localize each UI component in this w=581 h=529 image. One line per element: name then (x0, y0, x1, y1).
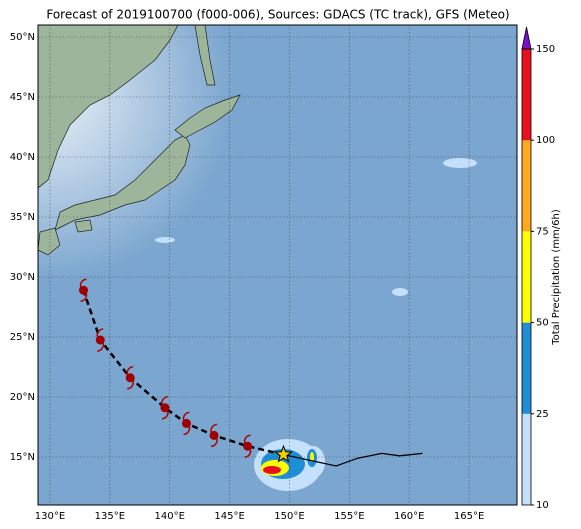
colorbar-frame (521, 48, 532, 506)
storm-center (160, 403, 170, 413)
storm-center (243, 441, 253, 451)
shikoku (74, 219, 93, 233)
storm-center (181, 418, 191, 428)
forecast-track (82, 289, 284, 456)
lat-tick-label: 50°N (10, 32, 35, 43)
lon-tick-label: 165°E (454, 511, 484, 522)
precip-area (392, 288, 408, 296)
mainland (38, 25, 179, 189)
lon-tick-label: 150°E (274, 511, 304, 522)
colorbar-segment (522, 140, 531, 232)
lon-tick-label: 130°E (35, 511, 65, 522)
land (38, 25, 241, 256)
hokkaido (174, 94, 241, 139)
lat-tick-label: 30°N (10, 272, 35, 283)
map-frame (37, 24, 518, 506)
colorbar-tick-label: 75 (536, 226, 549, 237)
colorbar-tick-label: 25 (536, 409, 549, 420)
coastal-halo (38, 25, 310, 340)
colorbar-extend (521, 26, 532, 50)
precip-area (263, 466, 281, 474)
colorbar-segment (522, 413, 531, 505)
current-position (274, 444, 293, 463)
colorbar-tick-label: 10 (536, 500, 549, 511)
lat-tick-label: 20°N (10, 392, 35, 403)
storm-center (209, 430, 219, 440)
storm-symbol (243, 434, 253, 458)
colorbar-segment (522, 231, 531, 323)
sakhalin (194, 25, 216, 86)
colorbar-tick-label: 50 (536, 318, 549, 329)
storm-symbol (209, 423, 219, 448)
lon-tick-label: 145°E (214, 511, 244, 522)
lon-tick-label: 135°E (95, 511, 125, 522)
colorbar-segment (522, 322, 531, 414)
lat-tick-label: 25°N (10, 332, 35, 343)
storm-symbol (160, 396, 170, 420)
lat-tick-label: 45°N (10, 92, 35, 103)
colorbar-segment (522, 49, 531, 141)
colorbar-tick-label: 100 (536, 135, 555, 146)
colorbar-tick-label: 150 (536, 44, 555, 55)
storm-center (79, 285, 89, 295)
precip-area (155, 237, 175, 243)
lat-tick-label: 40°N (10, 152, 35, 163)
storm-symbol (181, 411, 191, 436)
title: Forecast of 2019100700 (f000-006), Sourc… (46, 8, 509, 22)
storm-symbol (79, 278, 89, 302)
storm-symbol (125, 366, 135, 390)
storm-center (125, 373, 135, 383)
past-track (283, 452, 423, 467)
storm-symbol (95, 328, 105, 352)
colorbar-label: Total Precipitation (mm/6h) (551, 209, 562, 346)
map (38, 25, 517, 505)
lon-tick-label: 155°E (334, 511, 364, 522)
lat-tick-label: 15°N (10, 452, 35, 463)
lon-tick-label: 140°E (155, 511, 185, 522)
lat-tick-label: 35°N (10, 212, 35, 223)
storm-center (95, 335, 105, 345)
precip-area (443, 158, 477, 168)
lon-tick-label: 160°E (394, 511, 424, 522)
